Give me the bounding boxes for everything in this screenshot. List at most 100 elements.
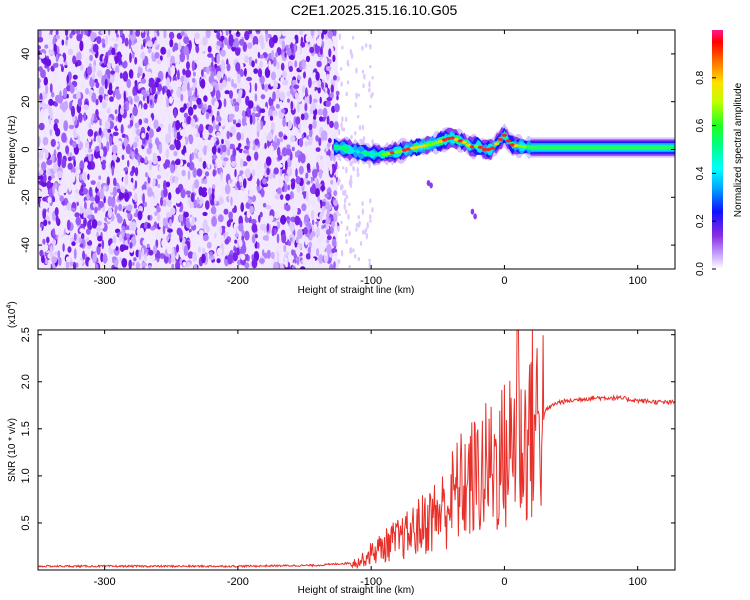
noise-speck (75, 44, 80, 53)
noise-speck (50, 168, 53, 174)
noise-speck (331, 238, 337, 248)
noise-speck (212, 262, 217, 268)
noise-speck (238, 89, 243, 98)
noise-fringe (355, 92, 358, 100)
noise-speck (321, 81, 324, 90)
noise-speck (83, 217, 87, 227)
noise-speck (247, 100, 254, 109)
noise-speck (233, 223, 237, 235)
noise-speck (117, 36, 123, 46)
signal-core (457, 139, 463, 143)
noise-fringe (336, 76, 340, 83)
noise-speck (100, 252, 104, 263)
noise-fringe (356, 167, 359, 174)
noise-speck (300, 153, 306, 164)
noise-speck (281, 233, 287, 244)
snr-frame (37, 329, 676, 571)
noise-speck (89, 196, 96, 202)
noise-speck (325, 201, 330, 209)
noise-speck (75, 243, 81, 250)
noise-speck (216, 31, 221, 40)
noise-speck (320, 185, 326, 192)
noise-speck (238, 148, 244, 153)
noise-speck (303, 71, 306, 79)
noise-speck (273, 261, 279, 269)
noise-speck (95, 263, 99, 269)
noise-speck (236, 132, 242, 141)
noise-speck (60, 111, 66, 123)
noise-speck (205, 111, 210, 120)
noise-speck (83, 147, 89, 153)
noise-speck (180, 93, 184, 102)
colorbar-tick-label: 0.2 (695, 214, 706, 228)
noise-speck (121, 60, 128, 69)
noise-speck (126, 78, 131, 89)
noise-speck (216, 70, 222, 81)
noise-speck (109, 184, 114, 193)
noise-speck (198, 157, 203, 162)
spectrogram-ylabel: Frequency (Hz) (7, 116, 18, 185)
noise-speck (53, 162, 59, 173)
noise-speck (147, 47, 152, 54)
signal-core (397, 149, 404, 153)
noise-speck (174, 98, 180, 104)
noise-speck (286, 251, 289, 256)
noise-speck (249, 205, 254, 214)
noise-speck (163, 161, 168, 169)
noise-speck (248, 184, 252, 189)
noise-fringe (366, 222, 369, 229)
noise-speck (236, 180, 240, 189)
noise-speck (127, 204, 133, 212)
noise-speck (233, 83, 237, 89)
noise-speck (170, 207, 176, 215)
snr-xtick-label: 0 (501, 576, 507, 588)
noise-speck (166, 97, 169, 108)
noise-speck (250, 138, 254, 143)
noise-speck (48, 189, 54, 198)
noise-speck (211, 55, 214, 63)
noise-speck (226, 147, 231, 157)
noise-speck (106, 108, 111, 114)
noise-speck (216, 53, 220, 65)
noise-speck (202, 223, 209, 230)
noise-speck (166, 211, 172, 219)
noise-speck (264, 67, 271, 79)
noise-speck (79, 228, 85, 233)
noise-fringe (357, 172, 360, 177)
noise-speck (46, 180, 52, 190)
noise-speck (333, 213, 338, 221)
noise-speck (152, 245, 158, 255)
noise-speck (269, 98, 274, 104)
noise-speck (121, 258, 128, 268)
noise-speck (191, 127, 195, 132)
colorbar-label: Normalized spectral amplitude (733, 82, 744, 217)
noise-speck (131, 165, 136, 174)
noise-speck (219, 226, 223, 235)
noise-speck (241, 110, 246, 118)
noise-speck (305, 55, 311, 63)
noise-speck (173, 108, 177, 119)
noise-speck (48, 117, 52, 125)
noise-speck (192, 251, 198, 262)
noise-speck (297, 129, 302, 134)
noise-speck (47, 66, 50, 73)
noise-fringe (349, 182, 353, 189)
noise-speck (78, 237, 82, 244)
noise-speck (286, 157, 292, 168)
noise-speck (188, 199, 192, 205)
noise-speck (237, 143, 242, 148)
noise-speck (318, 254, 324, 264)
snr-multiplier: (x104) (6, 301, 18, 328)
noise-fringe (348, 264, 351, 269)
noise-speck (312, 98, 318, 103)
noise-speck (152, 155, 158, 165)
noise-speck (91, 92, 97, 103)
noise-speck (141, 132, 146, 139)
noise-speck (83, 104, 89, 111)
noise-speck (244, 262, 250, 269)
noise-speck (51, 78, 56, 84)
noise-speck (206, 66, 210, 75)
noise-speck (281, 169, 287, 175)
noise-speck (289, 191, 294, 201)
noise-speck (82, 250, 86, 261)
